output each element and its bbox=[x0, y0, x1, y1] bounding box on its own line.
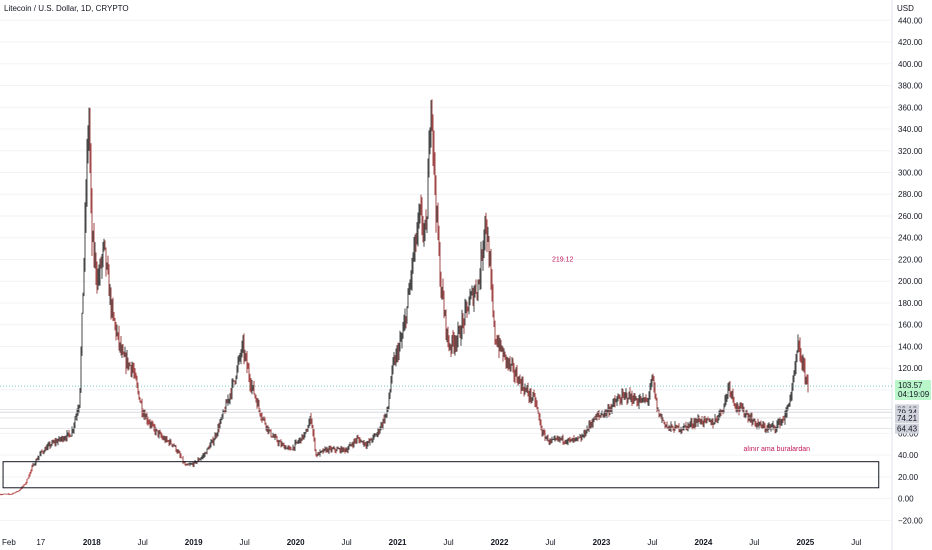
x-tick-label: 2019 bbox=[185, 538, 203, 547]
time-axis[interactable]: Feb 17 2018 Jul 2019 Jul 2020 Jul 2021 Jul 2022 Jul… bbox=[2, 538, 862, 547]
x-tick-label: 2020 bbox=[287, 538, 305, 547]
x-tick-label: Jul bbox=[545, 538, 555, 547]
x-tick-label: 17 bbox=[36, 538, 45, 547]
x-tick-label: 2021 bbox=[389, 538, 407, 547]
y-tick-label: 380.00 bbox=[898, 82, 923, 91]
x-tick-label: Jul bbox=[341, 538, 351, 547]
y-tick-label: 260.00 bbox=[898, 212, 923, 221]
x-tick-label: Jul bbox=[749, 538, 759, 547]
y-tick-label: 300.00 bbox=[898, 169, 923, 178]
drawings: 219.12 alınır ama buralardan bbox=[2, 257, 880, 489]
x-tick-label: 2018 bbox=[83, 538, 101, 547]
y-tick-label: 440.00 bbox=[898, 16, 923, 25]
x-tick-label: Jul bbox=[240, 538, 250, 547]
candlestick-series bbox=[0, 99, 809, 496]
price-level-badge bbox=[895, 423, 919, 434]
current-price-label: 103.57 bbox=[898, 381, 923, 390]
current-price-badge bbox=[895, 380, 931, 401]
currency-label[interactable]: USD bbox=[897, 4, 914, 13]
price-level-badge bbox=[895, 412, 919, 423]
y-tick-label: 200.00 bbox=[898, 277, 923, 286]
y-tick-label: 0.00 bbox=[898, 495, 914, 504]
annotation-label: 219.12 bbox=[552, 257, 574, 264]
y-tick-label: 420.00 bbox=[898, 38, 923, 47]
y-tick-label: 120.00 bbox=[898, 364, 923, 373]
x-tick-label: 2025 bbox=[796, 538, 814, 547]
y-tick-label: 40.00 bbox=[898, 451, 919, 460]
y-tick-label: 400.00 bbox=[898, 60, 923, 69]
price-level-label: 64.43 bbox=[897, 425, 918, 434]
support-box bbox=[2, 461, 880, 489]
price-level-label: 74.21 bbox=[897, 414, 918, 423]
x-tick-label: 2023 bbox=[593, 538, 611, 547]
x-tick-label: 2024 bbox=[695, 538, 713, 547]
y-tick-label: 220.00 bbox=[898, 255, 923, 264]
y-tick-label: 320.00 bbox=[898, 147, 923, 156]
y-tick-label: 280.00 bbox=[898, 190, 923, 199]
y-tick-label: −20.00 bbox=[898, 516, 923, 525]
annotation-label: alınır ama buralardan bbox=[744, 446, 811, 453]
x-tick-label: Jul bbox=[851, 538, 861, 547]
y-tick-label: 140.00 bbox=[898, 342, 923, 351]
y-tick-label: 240.00 bbox=[898, 234, 923, 243]
x-tick-label: 2022 bbox=[491, 538, 509, 547]
y-tick-label: 340.00 bbox=[898, 125, 923, 134]
chart-title: Litecoin / U.S. Dollar, 1D, CRYPTO bbox=[4, 4, 129, 13]
price-level-label: 79.34 bbox=[897, 408, 918, 417]
price-level-badge bbox=[895, 407, 919, 418]
x-tick-label: Jul bbox=[647, 538, 657, 547]
x-tick-label: Jul bbox=[138, 538, 148, 547]
gridlines bbox=[0, 19, 892, 521]
countdown-label: 04:19:09 bbox=[898, 390, 930, 399]
y-tick-label: 60.00 bbox=[898, 429, 919, 438]
y-tick-label: 180.00 bbox=[898, 299, 923, 308]
x-tick-label: Jul bbox=[443, 538, 453, 547]
x-tick-label: Feb bbox=[2, 538, 16, 547]
y-tick-label: 20.00 bbox=[898, 473, 919, 482]
y-tick-label: 360.00 bbox=[898, 103, 923, 112]
y-tick-label: 160.00 bbox=[898, 321, 923, 330]
